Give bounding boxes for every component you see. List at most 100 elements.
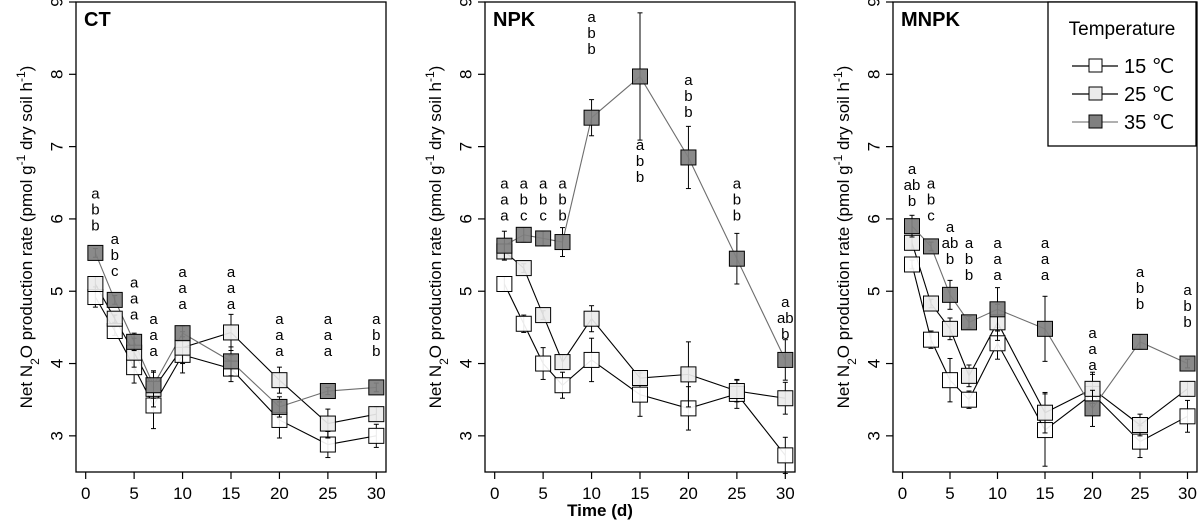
legend-label: 15 ℃ [1124, 56, 1174, 78]
data-point [942, 286, 958, 303]
significance-letter: a [636, 137, 645, 154]
data-point [961, 367, 977, 384]
x-tick-label: 30 [776, 484, 795, 503]
significance-letter: a [1088, 341, 1097, 358]
panel-title: NPK [493, 9, 536, 31]
legend-label: 25 ℃ [1124, 84, 1174, 106]
significance-letter: a [324, 343, 333, 360]
x-tick-label: 15 [631, 484, 650, 503]
significance-letter: a [324, 311, 333, 328]
x-tick-label: 10 [988, 484, 1007, 503]
significance-letter: a [275, 343, 284, 360]
y-tick-label: 5 [47, 286, 66, 295]
significance-letter: a [178, 280, 187, 297]
y-tick-label: 6 [47, 214, 66, 223]
significance-letter: b [636, 153, 644, 170]
data-point [942, 320, 958, 337]
significance-letter: b [558, 192, 566, 209]
y-tick-label: 7 [456, 142, 475, 151]
significance-letter: b [733, 208, 741, 225]
significance-letter: b [946, 251, 954, 268]
significance-letter: b [965, 267, 973, 284]
x-tick-label: 15 [1036, 484, 1055, 503]
significance-letter: b [927, 192, 935, 209]
data-point [777, 351, 794, 368]
y-tick-label: 6 [864, 214, 883, 223]
data-point [319, 415, 336, 432]
significance-letter: a [1088, 325, 1097, 342]
significance-letter: a [149, 327, 158, 344]
significance-letter: b [1183, 314, 1191, 331]
data-point [515, 260, 532, 277]
significance-letter: a [227, 264, 236, 281]
data-point [923, 331, 939, 348]
data-point [271, 398, 288, 415]
y-tick-label: 4 [47, 359, 66, 368]
data-point [554, 377, 571, 394]
significance-letter: c [539, 208, 547, 225]
significance-letter: a [500, 208, 509, 225]
x-tick-label: 15 [222, 484, 241, 503]
data-point [1179, 380, 1196, 397]
significance-letter: a [130, 275, 139, 292]
data-point [942, 372, 958, 389]
significance-letter: a [993, 235, 1002, 252]
x-tick-label: 25 [1131, 484, 1150, 503]
plot-frame [75, 1, 387, 473]
data-point [583, 310, 600, 327]
data-point [368, 406, 385, 423]
x-tick-label: 25 [727, 484, 746, 503]
data-point [1179, 355, 1196, 372]
data-point [583, 109, 600, 126]
data-point [368, 427, 385, 444]
significance-letter: a [539, 176, 548, 193]
y-axis-label: Net N2O production rate (pmol g-1 dry so… [831, 66, 859, 409]
y-tick-label: 9 [456, 0, 475, 7]
data-point [583, 351, 600, 368]
data-point [106, 310, 123, 327]
significance-letter: a [372, 311, 381, 328]
data-point [961, 391, 977, 408]
data-point [126, 333, 143, 350]
x-tick-label: 0 [81, 484, 90, 503]
data-point [961, 314, 977, 331]
significance-letter: a [993, 267, 1002, 284]
significance-letter: ab [942, 235, 959, 252]
significance-letter: a [275, 327, 284, 344]
x-tick-label: 10 [173, 484, 192, 503]
data-point [904, 234, 920, 251]
significance-letter: b [587, 41, 595, 58]
significance-letter: b [908, 193, 916, 210]
data-point [632, 386, 648, 403]
data-point [271, 372, 288, 389]
data-point [535, 307, 552, 324]
x-tick-label: 30 [367, 484, 386, 503]
significance-letter: b [111, 247, 119, 264]
significance-letter: a [275, 311, 284, 328]
significance-letter: a [130, 291, 139, 308]
data-point [515, 226, 532, 243]
x-tick-label: 20 [270, 484, 289, 503]
significance-letter: b [684, 104, 692, 121]
significance-letter: a [965, 235, 974, 252]
y-tick-label: 5 [456, 286, 475, 295]
significance-letter: b [965, 251, 973, 268]
data-point [554, 234, 571, 251]
data-point [535, 230, 552, 247]
data-point [515, 315, 532, 332]
data-point [632, 370, 648, 386]
significance-letter: a [927, 176, 936, 193]
significance-letter: c [927, 208, 935, 225]
significance-letter: a [324, 327, 333, 344]
data-point [904, 256, 920, 273]
significance-letter: a [1136, 264, 1145, 281]
significance-letter: c [520, 208, 528, 225]
significance-letter: c [111, 263, 119, 280]
data-point [1179, 408, 1196, 425]
y-tick-label: 9 [864, 0, 883, 7]
data-point [904, 218, 920, 235]
significance-letter: a [1041, 267, 1050, 284]
x-tick-label: 20 [1083, 484, 1102, 503]
data-point [535, 355, 552, 372]
